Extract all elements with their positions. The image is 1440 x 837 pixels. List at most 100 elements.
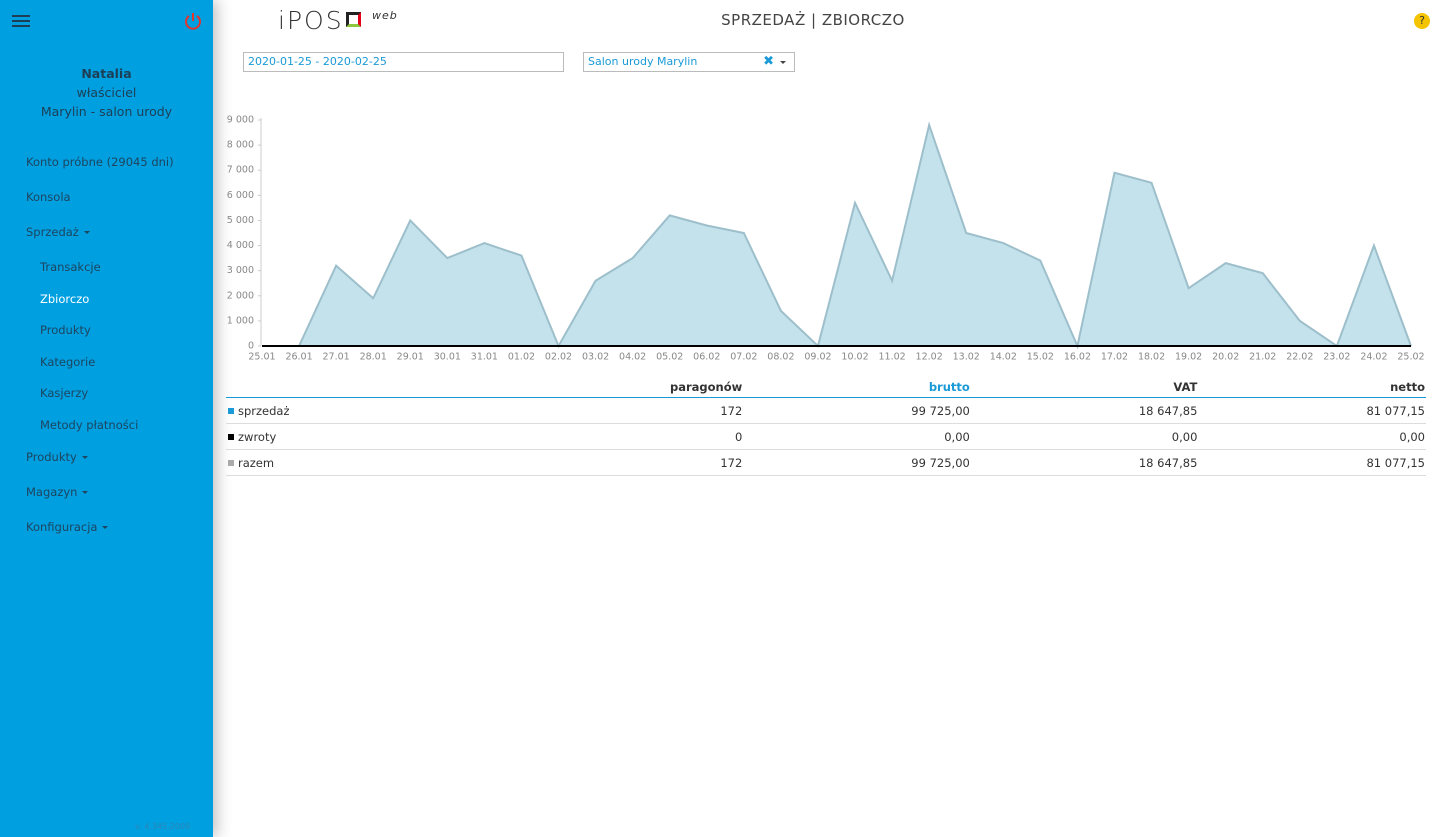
menu-item[interactable]: Produkty	[0, 318, 213, 350]
menu-toggle[interactable]	[12, 14, 31, 29]
menu-item[interactable]: Kasjerzy	[0, 381, 213, 413]
logo-icon	[346, 12, 361, 27]
menu-caret	[102, 525, 109, 529]
menu-item[interactable]: Konfiguracja	[0, 515, 213, 550]
table-cell: 18 647,85	[970, 449, 1199, 476]
menu-label: Sprzedaż	[26, 225, 79, 239]
area-fill	[262, 125, 1411, 347]
row-label: zwroty	[238, 429, 277, 444]
legend-swatch	[228, 460, 234, 466]
x-tick-label: 22.02	[1286, 352, 1313, 363]
menu-label: Konto próbne (29045 dni)	[26, 155, 174, 169]
menu-item[interactable]: Sprzedaż	[0, 220, 213, 255]
row-label-cell: razem	[226, 449, 464, 476]
x-tick-label: 13.02	[953, 352, 980, 363]
menu-label: Kategorie	[40, 354, 96, 369]
legend-swatch	[228, 408, 234, 414]
date-range[interactable]: 2020-01-25 - 2020-02-25	[243, 52, 564, 72]
location-select[interactable]: Salon urody Marylin ✖	[583, 52, 795, 72]
help-button[interactable]: ?	[1414, 13, 1430, 29]
menu-item[interactable]: Metody płatności	[0, 413, 213, 445]
x-tick-label: 14.02	[990, 352, 1017, 363]
table-row: razem 172 99 725,00 18 647,85 81 077,15	[226, 449, 1426, 476]
user-company: Marylin - salon urody	[40, 104, 173, 119]
y-tick-label: 1 000	[227, 315, 254, 326]
x-tick-label: 31.01	[471, 352, 498, 363]
table-cell: 0,00	[1198, 423, 1426, 450]
menu-label: Magazyn	[26, 484, 78, 499]
x-tick-label: 07.02	[730, 352, 757, 363]
x-tick-label: 19.02	[1175, 352, 1202, 363]
x-tick-label: 17.02	[1101, 352, 1128, 363]
logout-button[interactable]	[184, 12, 202, 30]
select-caret	[780, 61, 786, 64]
x-tick-label: 24.02	[1360, 352, 1387, 363]
table-row: zwroty 0 0,00 0,00 0,00	[226, 423, 1426, 450]
y-tick-label: 5 000	[227, 215, 254, 226]
menu-item[interactable]: Produkty	[0, 445, 213, 480]
y-tick-label: 3 000	[227, 265, 254, 276]
table-cell: 0	[464, 423, 744, 450]
table-cell: 99 725,00	[743, 397, 971, 424]
menu-label: Metody płatności	[40, 417, 139, 432]
menu-caret	[81, 455, 88, 459]
menu-label: Konsola	[26, 190, 71, 204]
y-tick-label: 2 000	[227, 290, 254, 301]
menu-label: Produkty	[26, 449, 77, 464]
user-role: właściciel	[76, 85, 137, 100]
menu-item[interactable]: Konsola	[0, 185, 213, 220]
location-value: Salon urody Marylin	[588, 55, 698, 68]
y-tick-label: 6 000	[227, 190, 254, 201]
y-tick-label: 0	[248, 341, 254, 352]
menu-label: Konfiguracja	[26, 519, 98, 534]
x-tick-label: 02.02	[545, 352, 572, 363]
menu: Konto próbne (29045 dni) Konsola Sprzedaż T…	[0, 150, 213, 550]
x-tick-label: 27.01	[323, 352, 350, 363]
x-tick-label: 26.01	[285, 352, 312, 363]
y-tick-label: 9 000	[227, 115, 254, 126]
x-tick-label: 25.01	[248, 352, 275, 363]
x-tick-label: 01.02	[508, 352, 535, 363]
x-tick-label: 06.02	[693, 352, 720, 363]
x-tick-label: 28.01	[360, 352, 387, 363]
x-tick-label: 25.02	[1397, 352, 1424, 363]
chart: 0 1 000 2 000 3 000 4 000 5 000 6 000 7 000 8 00…	[227, 115, 1425, 363]
user-name: Natalia	[81, 66, 132, 81]
column-header[interactable]: netto	[1198, 376, 1426, 398]
y-tick-label: 7 000	[227, 165, 254, 176]
table-cell: 0,00	[970, 423, 1199, 450]
x-tick-label: 09.02	[804, 352, 831, 363]
x-tick-label: 05.02	[656, 352, 683, 363]
x-tick-label: 08.02	[767, 352, 794, 363]
table-cell: 172	[464, 449, 744, 476]
clear-button[interactable]: ✖	[763, 54, 774, 69]
page-title: SPRZEDAŻ | ZBIORCZO	[721, 11, 905, 29]
x-tick-label: 12.02	[916, 352, 943, 363]
x-tick-label: 11.02	[878, 352, 905, 363]
x-tick-label: 03.02	[582, 352, 609, 363]
x-tick-label: 16.02	[1064, 352, 1091, 363]
column-header[interactable]: VAT	[970, 376, 1199, 398]
x-tick-label: 15.02	[1027, 352, 1054, 363]
menu-item[interactable]: Kategorie	[0, 350, 213, 382]
legend-swatch	[228, 434, 234, 440]
column-header[interactable]: brutto	[743, 376, 971, 398]
menu-item[interactable]: Magazyn	[0, 480, 213, 515]
menu-item[interactable]: Transakcje	[0, 255, 213, 287]
table-cell: 81 077,15	[1198, 397, 1426, 424]
x-tick-label: 29.01	[397, 352, 424, 363]
row-label: razem	[238, 455, 275, 470]
x-tick-label: 23.02	[1323, 352, 1350, 363]
row-label-cell: zwroty	[226, 423, 464, 450]
row-label: sprzedaż	[238, 403, 290, 418]
menu-item[interactable]: Konto próbne (29045 dni)	[0, 150, 213, 185]
x-tick-label: 04.02	[619, 352, 646, 363]
header-cell	[226, 376, 464, 398]
menu-item[interactable]: Zbiorczo	[0, 287, 213, 319]
menu-label: Kasjerzy	[40, 386, 89, 401]
area-line	[262, 121, 1412, 350]
table-cell: 0,00	[743, 423, 971, 450]
x-tick-label: 10.02	[841, 352, 868, 363]
column-header[interactable]: paragonów	[464, 376, 744, 398]
